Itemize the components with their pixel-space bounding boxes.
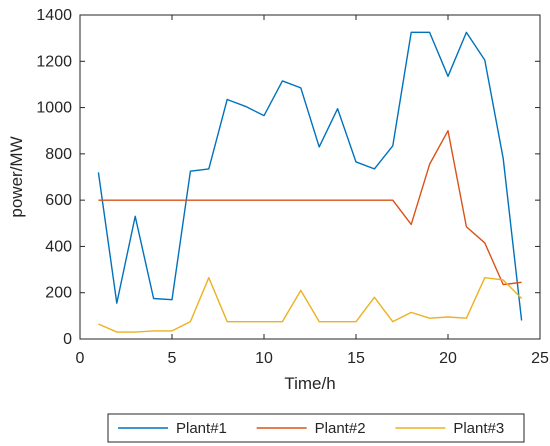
axes bbox=[79, 14, 541, 340]
legend-label: Plant#1 bbox=[176, 420, 227, 437]
x-axis-label: Time/h bbox=[284, 374, 335, 393]
x-tick-label: 10 bbox=[255, 350, 273, 367]
y-tick-label: 1400 bbox=[36, 7, 72, 24]
legend: Plant#1 Plant#2 Plant#3 bbox=[107, 413, 525, 443]
x-tick-label: 20 bbox=[439, 350, 457, 367]
series-line-plant-1 bbox=[97, 31, 523, 321]
y-tick-label: 200 bbox=[45, 285, 72, 302]
y-axis-label: power/MW bbox=[7, 136, 26, 217]
plot-box bbox=[79, 14, 541, 340]
y-tick-label: 600 bbox=[45, 192, 72, 209]
series-lines bbox=[97, 31, 523, 333]
series-line-plant-2 bbox=[98, 130, 522, 286]
tick-labels: 0 5 10 15 20 25 0 200 400 600 800 1000 1200 1400 bbox=[36, 7, 549, 367]
x-tick-label: 0 bbox=[76, 350, 85, 367]
legend-label: Plant#3 bbox=[453, 420, 504, 437]
x-tick-label: 5 bbox=[168, 350, 177, 367]
y-tick-label: 1000 bbox=[36, 100, 72, 117]
legend-label: Plant#2 bbox=[315, 420, 366, 437]
x-tick-label: 25 bbox=[531, 350, 549, 367]
series-line-plant-3 bbox=[98, 276, 523, 333]
y-tick-label: 400 bbox=[45, 238, 72, 255]
y-tick-label: 800 bbox=[45, 146, 72, 163]
x-tick-label: 15 bbox=[347, 350, 365, 367]
y-tick-label: 1200 bbox=[36, 53, 72, 70]
y-tick-label: 0 bbox=[63, 331, 72, 348]
legend-box bbox=[107, 413, 525, 443]
